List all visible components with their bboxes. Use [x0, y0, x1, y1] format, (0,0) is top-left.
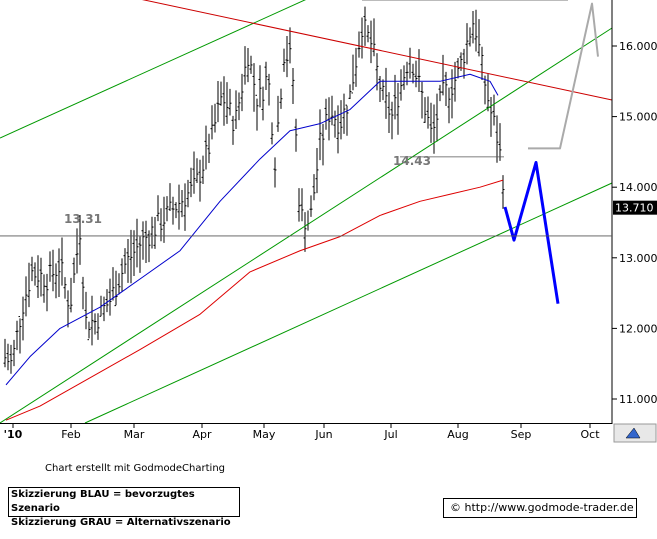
price-chart: 11.000 12.000 13.000 14.000 15.000 16.000 13.7… [0, 0, 657, 443]
chart-annotations: 13.31 14.43 [0, 0, 612, 237]
chart-credit: Chart erstellt mit GodmodeCharting [45, 463, 225, 474]
scenario-gray [528, 2, 599, 150]
y-tick-label: 16.000 [619, 40, 657, 53]
price-bars [3, 6, 505, 374]
y-tick-label: 13.000 [619, 252, 657, 265]
trend-line-red [141, 0, 613, 101]
y-tick-label: 11.000 [619, 393, 657, 406]
mountain-arrow-icon [625, 427, 641, 439]
scenario-legend: Skizzierung BLAU = bevorzugtes Szenario … [8, 487, 240, 528]
y-tick-label: 12.000 [619, 322, 657, 335]
moving-average-red [5, 179, 504, 421]
x-tick-label: May [253, 428, 276, 441]
last-price-label: 13.710 [615, 202, 654, 215]
y-tick-label: 15.000 [619, 111, 657, 124]
x-axis: '10 Feb Mar Apr May Jun Jul Aug Sep Oct [4, 424, 600, 441]
plot-area [0, 0, 612, 423]
indicator-lines [0, 0, 613, 424]
trend-line-green-middle [0, 27, 613, 424]
moving-average-blue [5, 73, 499, 386]
annotation-14-43: 14.43 [393, 154, 431, 168]
x-tick-label: Oct [580, 428, 600, 441]
last-price-box [613, 200, 657, 215]
x-tick-label: Jun [314, 428, 332, 441]
x-tick-label: Apr [192, 428, 212, 441]
x-tick-label: Jul [383, 428, 397, 441]
legend-line-blue: Skizzierung BLAU = bevorzugtes Szenario [11, 489, 195, 514]
y-tick-label: 14.000 [619, 181, 657, 194]
x-tick-label: Sep [511, 428, 532, 441]
annotation-13-31: 13.31 [64, 212, 102, 226]
legend-line-gray: Skizzierung GRAU = Alternativszenario [11, 517, 231, 528]
y-axis: 11.000 12.000 13.000 14.000 15.000 16.000 13.7… [612, 40, 657, 406]
website-link[interactable]: © http://www.godmode-trader.de [443, 498, 637, 518]
x-tick-label: '10 [4, 428, 23, 441]
x-tick-label: Mar [124, 428, 145, 441]
x-tick-label: Aug [447, 428, 468, 441]
scenario-blue [503, 160, 560, 304]
trend-line-green-lower [84, 182, 613, 424]
x-tick-label: Feb [61, 428, 80, 441]
trend-line-green-upper [0, 0, 306, 139]
